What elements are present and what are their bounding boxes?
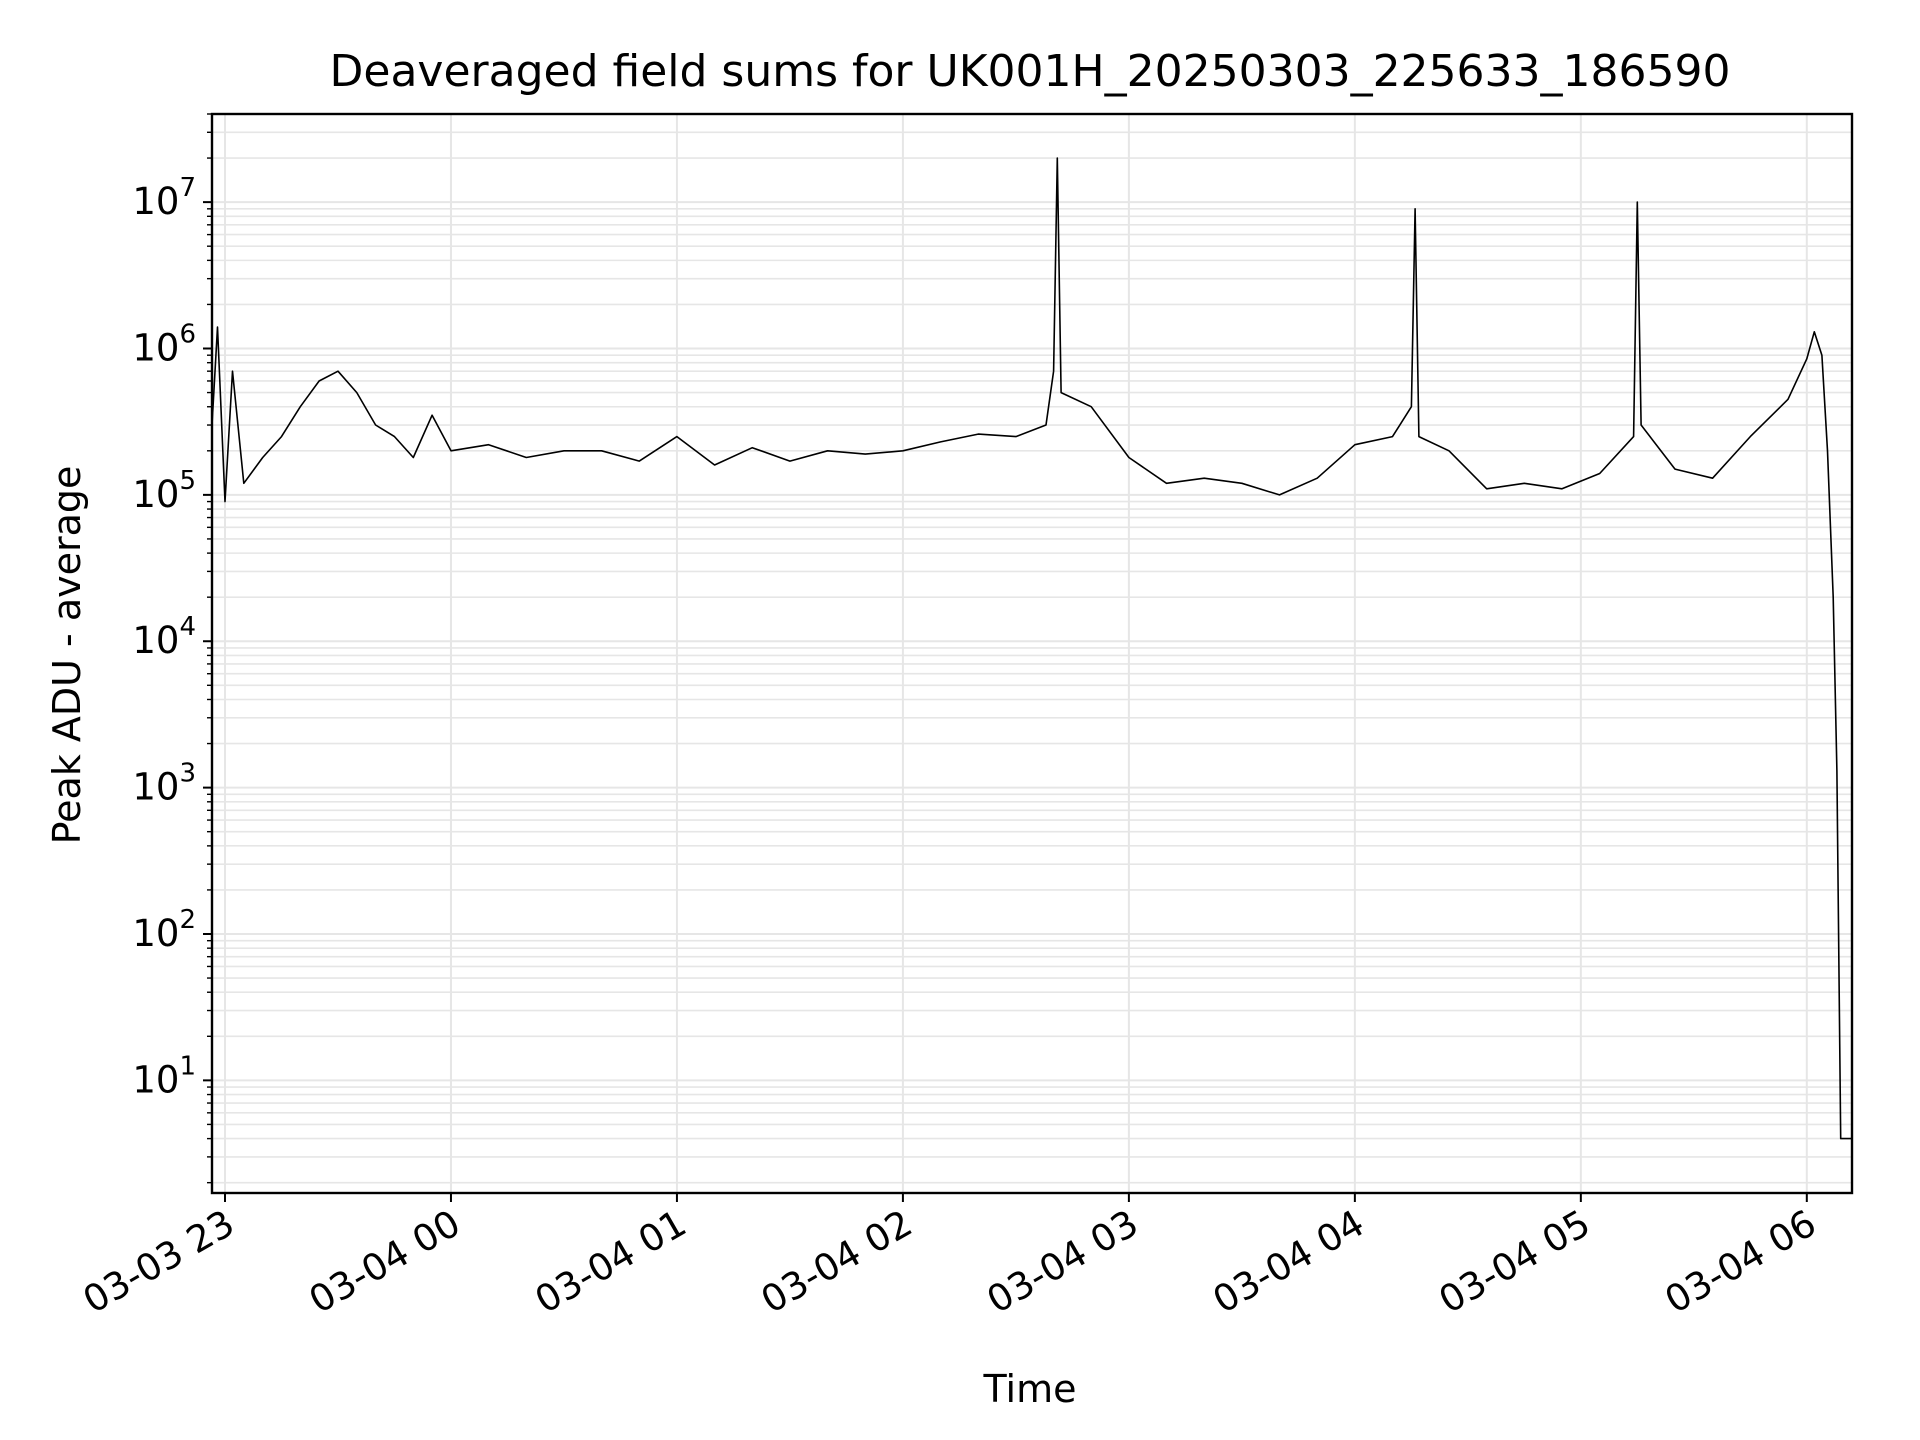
chart-title: Deaveraged field sums for UK001H_2025030… bbox=[330, 46, 1731, 97]
y-tick-exponent: 2 bbox=[179, 905, 196, 935]
y-tick-exponent: 1 bbox=[179, 1051, 196, 1081]
y-tick-exponent: 4 bbox=[179, 612, 196, 642]
y-axis-label: Peak ADU - average bbox=[45, 466, 89, 845]
y-tick-exponent: 6 bbox=[179, 319, 196, 349]
y-tick-base: 10 bbox=[132, 473, 179, 516]
y-tick-exponent: 5 bbox=[179, 466, 196, 496]
y-tick-base: 10 bbox=[132, 912, 179, 955]
y-tick-base: 10 bbox=[132, 766, 179, 809]
plot-frame bbox=[210, 112, 1854, 1195]
y-tick-base: 10 bbox=[132, 619, 179, 662]
x-axis-label: Time bbox=[983, 1367, 1077, 1411]
y-tick-label: 103 bbox=[132, 759, 196, 809]
y-tick-label: 104 bbox=[132, 612, 196, 662]
grid bbox=[212, 113, 1852, 1193]
y-tick-label: 102 bbox=[132, 905, 196, 955]
y-tick-label: 101 bbox=[132, 1051, 196, 1101]
y-tick-exponent: 7 bbox=[179, 173, 196, 203]
y-tick-base: 10 bbox=[132, 326, 179, 369]
y-tick-base: 10 bbox=[132, 1058, 179, 1101]
series-layer bbox=[211, 157, 1852, 1140]
y-tick-label: 107 bbox=[132, 173, 196, 223]
y-tick-base: 10 bbox=[132, 180, 179, 223]
y-tick-label: 106 bbox=[132, 319, 196, 369]
series-line-0 bbox=[211, 157, 1852, 1140]
y-tick-label: 105 bbox=[132, 466, 196, 516]
y-tick-exponent: 3 bbox=[179, 759, 196, 789]
